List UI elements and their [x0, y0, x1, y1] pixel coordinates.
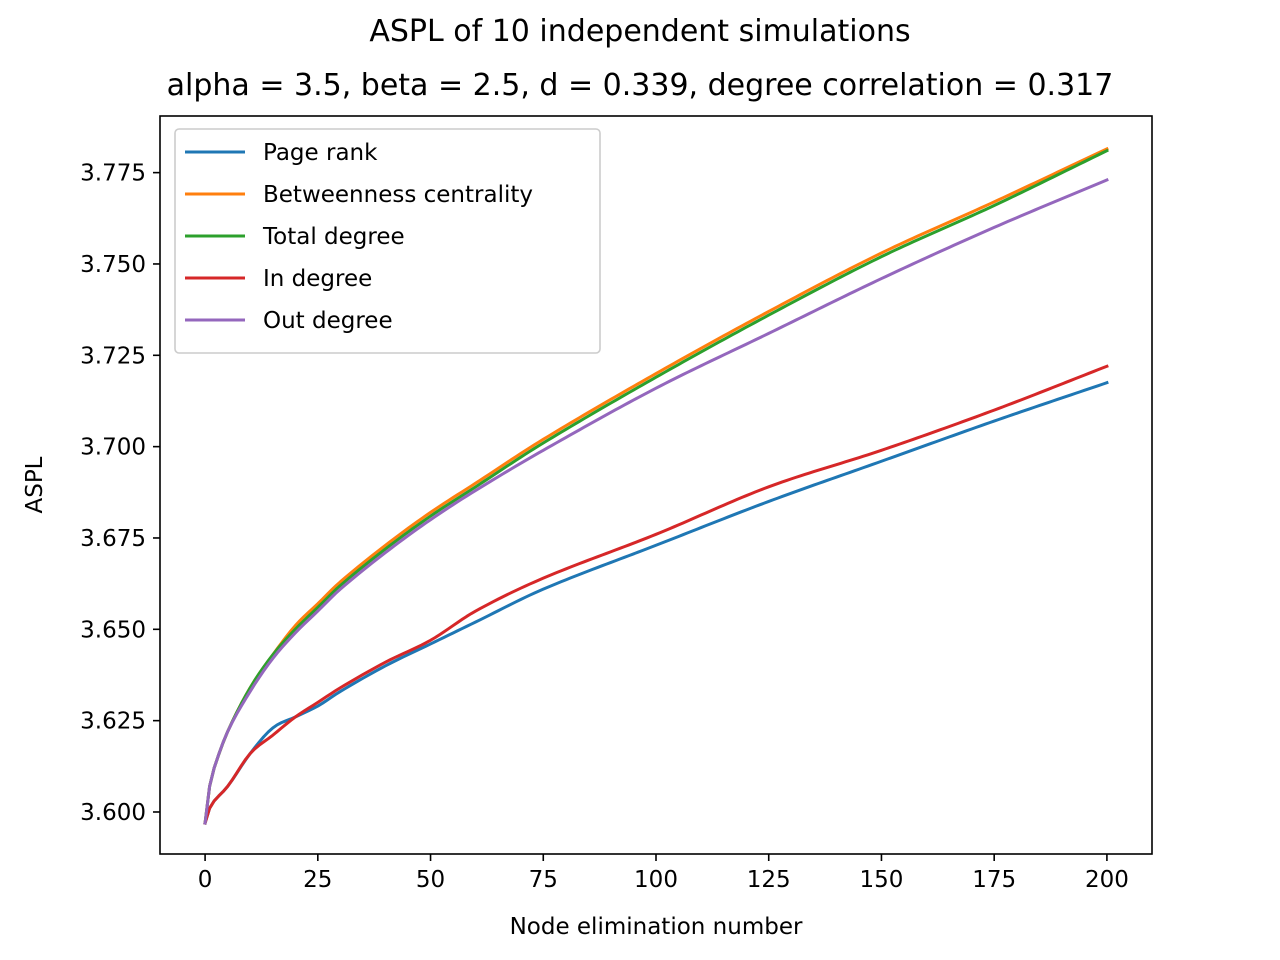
y-tick-label: 3.700 — [80, 435, 146, 461]
series-line-betweenness-centrality — [203, 146, 1109, 825]
y-tick-label: 3.750 — [80, 252, 146, 278]
y-tick-label: 3.625 — [80, 709, 146, 735]
y-tick-label: 3.675 — [80, 526, 146, 552]
legend-label: Total degree — [262, 224, 405, 250]
y-axis: 3.600 3.625 3.650 3.675 3.700 3.725 3.750 3.775 — [80, 161, 160, 826]
legend-label: Betweenness centrality — [263, 182, 533, 208]
x-tick-label: 175 — [972, 867, 1016, 893]
series-line-total-degree — [203, 148, 1109, 825]
x-tick-label: 50 — [416, 867, 445, 893]
x-tick-label: 25 — [303, 867, 332, 893]
series-line-in-degree — [203, 364, 1109, 825]
legend-box — [174, 128, 601, 354]
legend-label: In degree — [263, 266, 372, 292]
series-lines-layer — [203, 146, 1109, 825]
x-axis-label: Node elimination number — [510, 914, 803, 940]
x-tick-label: 75 — [529, 867, 558, 893]
x-tick-label: 100 — [634, 867, 678, 893]
x-tick-label: 200 — [1085, 867, 1129, 893]
y-axis-label: ASPL — [22, 456, 48, 513]
legend-label: Out degree — [263, 308, 393, 334]
x-tick-label: 150 — [860, 867, 904, 893]
legend: Page rank Betweenness centrality Total deg… — [174, 128, 601, 354]
x-tick-label: 125 — [747, 867, 791, 893]
legend-label: Page rank — [263, 140, 378, 166]
y-tick-label: 3.775 — [80, 161, 146, 187]
y-tick-label: 3.600 — [80, 800, 146, 826]
y-tick-label: 3.650 — [80, 617, 146, 643]
x-tick-label: 0 — [198, 867, 213, 893]
y-tick-label: 3.725 — [80, 343, 146, 369]
series-line-page-rank — [203, 380, 1109, 825]
series-line-out-degree — [203, 177, 1109, 825]
figure-suptitle: ASPL of 10 independent simulations — [369, 14, 911, 49]
x-axis: 0 25 50 75 100 125 150 175 200 — [198, 854, 1129, 893]
chart-title: alpha = 3.5, beta = 2.5, d = 0.339, degr… — [166, 68, 1114, 103]
